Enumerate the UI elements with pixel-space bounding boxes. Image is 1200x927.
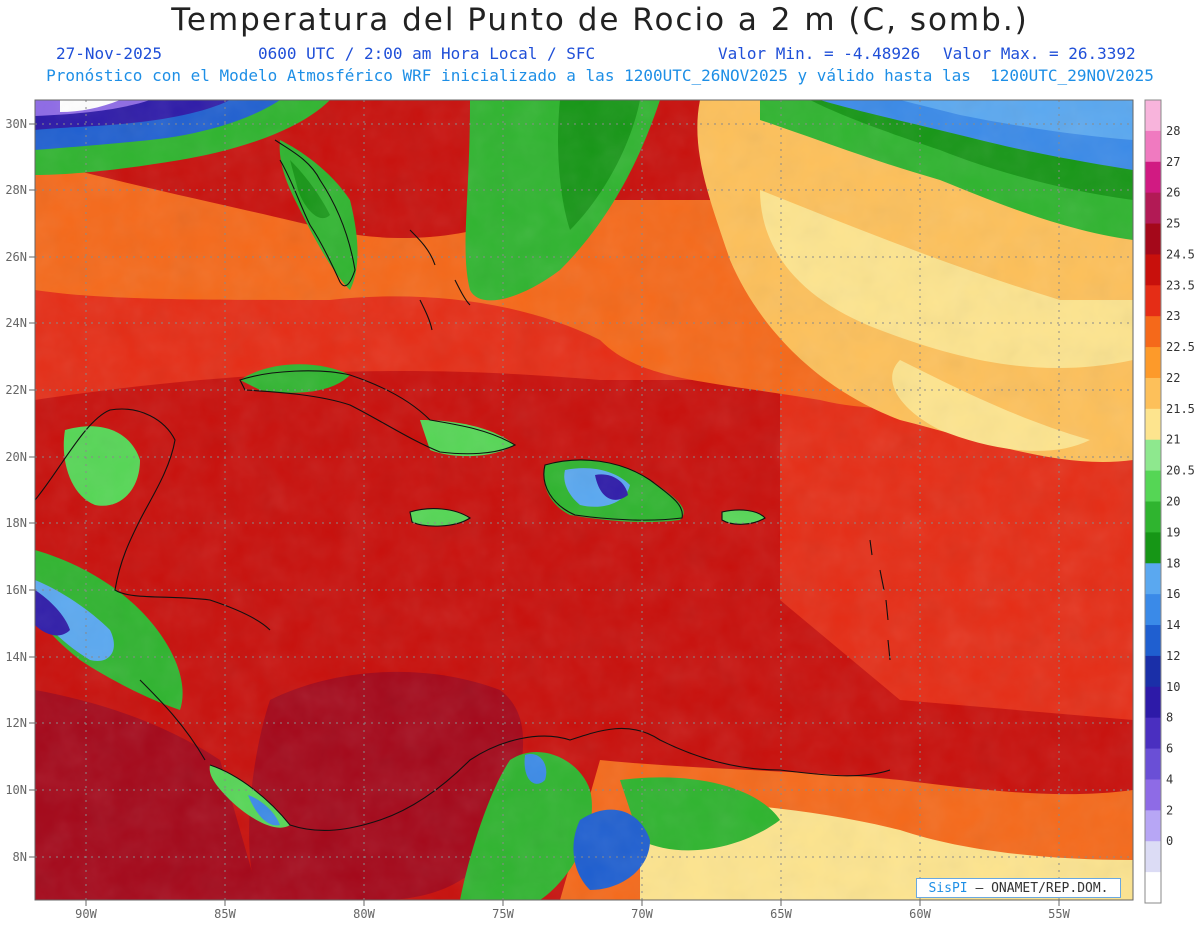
colorbar-frame	[1144, 99, 1162, 904]
colorbar-label: 14	[1166, 618, 1180, 632]
lat-tick-label: 28N	[5, 183, 27, 197]
colorbar-label: 27	[1166, 155, 1180, 169]
colorbar-swatch	[1145, 223, 1161, 255]
colorbar-label: 26	[1166, 186, 1180, 200]
colorbar-label: 19	[1166, 525, 1180, 539]
credit-box: SisPI – ONAMET/REP.DOM.	[916, 878, 1121, 898]
colorbar-swatch	[1145, 501, 1161, 533]
colorbar-swatch	[1145, 872, 1161, 904]
lon-tick-label: 75W	[492, 907, 514, 921]
lon-tick-label: 90W	[75, 907, 97, 921]
lat-tick-label: 30N	[5, 117, 27, 131]
graticule	[35, 100, 1133, 900]
max-value: Valor Max. = 26.3392	[943, 44, 1136, 63]
colorbar-label: 21.5	[1166, 402, 1195, 416]
colorbar-label: 24.5	[1166, 247, 1195, 261]
colorbar-swatch	[1145, 717, 1161, 750]
colorbar-swatch	[1145, 285, 1161, 317]
colorbar-label: 6	[1166, 742, 1173, 756]
sispi-logo: SisPI	[928, 881, 968, 896]
colorbar-label: 20.5	[1166, 464, 1195, 478]
colorbar-label: 10	[1166, 680, 1180, 694]
lat-tick-label: 16N	[5, 583, 27, 597]
lat-tick-label: 20N	[5, 450, 27, 464]
colorbar-swatch	[1145, 563, 1161, 595]
coastlines	[34, 139, 891, 831]
colorbar-swatch	[1145, 470, 1161, 502]
axis-ticks	[29, 123, 1060, 906]
min-value: Valor Min. = -4.48926	[718, 44, 921, 63]
lon-tick-label: 70W	[631, 907, 653, 921]
colorbar-swatch	[1145, 532, 1161, 564]
colorbar-label: 21	[1166, 433, 1180, 447]
colorbar-label: 23	[1166, 309, 1180, 323]
lon-tick-label: 85W	[214, 907, 236, 921]
colorbar-label: 12	[1166, 649, 1180, 663]
forecast-date: 27-Nov-2025	[56, 44, 162, 63]
colorbar-label: 4	[1166, 773, 1173, 787]
colorbar-label: 22.5	[1166, 340, 1195, 354]
map-frame	[34, 99, 1134, 901]
colorbar	[1144, 99, 1162, 904]
colorbar-swatch	[1145, 377, 1161, 410]
colorbar-label: 8	[1166, 711, 1173, 725]
colorbar-label: 18	[1166, 556, 1180, 570]
colorbar-label: 25	[1166, 217, 1180, 231]
lat-tick-label: 8N	[13, 850, 27, 864]
colorbar-swatch	[1145, 130, 1161, 163]
lat-labels: 8N 10N 12N 14N 16N 18N 20N 22N 24N 26N 2…	[5, 117, 27, 864]
lon-tick-label: 65W	[770, 907, 792, 921]
lon-labels: 90W 85W 80W 75W 70W 65W 60W 55W	[75, 907, 1070, 921]
lon-tick-label: 80W	[353, 907, 375, 921]
colorbar-swatch	[1145, 686, 1161, 719]
colorbar-swatch	[1145, 100, 1161, 132]
colorbar-swatch	[1145, 779, 1161, 811]
colorbar-label: 2	[1166, 803, 1173, 817]
colorbar-label: 23.5	[1166, 278, 1195, 292]
colorbar-swatch	[1145, 316, 1161, 348]
colorbar-label: 0	[1166, 834, 1173, 848]
lat-tick-label: 10N	[5, 783, 27, 797]
colorbar-label: 22	[1166, 371, 1180, 385]
colorbar-swatch	[1145, 748, 1161, 780]
lat-tick-label: 24N	[5, 316, 27, 330]
colorbar-label: 16	[1166, 587, 1180, 601]
lat-tick-label: 14N	[5, 650, 27, 664]
map-title: Temperatura del Punto de Rocio a 2 m (C,…	[171, 2, 1029, 38]
forecast-time-info: 0600 UTC / 2:00 am Hora Local / SFC	[258, 44, 596, 63]
colorbar-labels: 2827262524.523.52322.52221.52120.5201918…	[1166, 124, 1195, 848]
lon-tick-label: 60W	[909, 907, 931, 921]
lat-tick-label: 22N	[5, 383, 27, 397]
model-subtitle: Pronóstico con el Modelo Atmosférico WRF…	[46, 66, 1154, 85]
colorbar-swatch	[1145, 161, 1161, 194]
colorbar-label: 28	[1166, 124, 1180, 138]
colorbar-swatch	[1145, 347, 1161, 379]
colorbar-swatch	[1145, 408, 1161, 441]
credit-text: – ONAMET/REP.DOM.	[975, 881, 1109, 896]
colorbar-label: 20	[1166, 495, 1180, 509]
lon-tick-label: 55W	[1048, 907, 1070, 921]
colorbar-swatch	[1145, 810, 1161, 842]
colorbar-swatch	[1145, 655, 1161, 688]
lat-tick-label: 26N	[5, 250, 27, 264]
colorbar-swatch	[1145, 594, 1161, 626]
colorbar-swatch	[1145, 841, 1161, 873]
colorbar-swatch	[1145, 254, 1161, 286]
lat-tick-label: 12N	[5, 716, 27, 730]
colorbar-swatch	[1145, 192, 1161, 225]
colorbar-swatch	[1145, 625, 1161, 657]
colorbar-swatch	[1145, 439, 1161, 472]
shaded-field	[35, 100, 1133, 900]
lat-tick-label: 18N	[5, 516, 27, 530]
